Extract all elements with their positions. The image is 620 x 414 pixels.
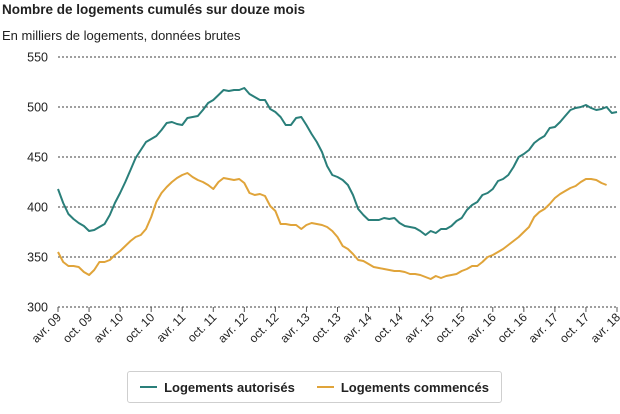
x-tick-label: oct. 16 (495, 310, 531, 346)
x-tick-label: avr. 18 (588, 310, 620, 346)
y-tick-label: 500 (27, 101, 48, 115)
x-tick-label: avr. 13 (277, 310, 313, 346)
x-tick-label: avr. 10 (91, 310, 127, 346)
x-tick-label: oct. 11 (185, 310, 220, 345)
legend-label-autorises: Logements autorisés (164, 379, 295, 395)
legend-label-commences: Logements commencés (340, 379, 489, 395)
y-tick-label: 450 (27, 151, 48, 165)
series-line-autorises (57, 87, 618, 236)
y-tick-label: 300 (27, 301, 48, 315)
x-tick-label: avr. 16 (464, 310, 500, 346)
y-tick-label: 400 (27, 201, 48, 215)
x-tick-label: avr. 12 (215, 310, 251, 346)
x-tick-label: avr. 17 (526, 310, 562, 346)
legend-item-autorises[interactable]: Logements autorisés (140, 380, 295, 395)
series-line-commences (57, 172, 607, 280)
x-tick-label: avr. 14 (339, 310, 375, 346)
x-tick-label: oct. 15 (432, 310, 468, 346)
x-tick-label: oct. 09 (60, 310, 96, 346)
chart-title: Nombre de logements cumulés sur douze mo… (2, 2, 306, 17)
x-tick-label: avr. 11 (154, 310, 189, 345)
x-tick-label: oct. 10 (122, 310, 158, 346)
legend-item-commences[interactable]: Logements commencés (316, 379, 489, 395)
legend: Logements autorisés Logements commencés (127, 371, 502, 403)
y-axis-ticks: 300 350 400 450 500 550 (27, 51, 48, 315)
y-tick-label: 550 (27, 51, 48, 65)
series-lines (57, 87, 618, 280)
x-tick-label: oct. 13 (308, 310, 344, 346)
x-tick-label: avr. 15 (401, 310, 437, 346)
grid-lines (58, 56, 617, 308)
x-tick-label: oct. 12 (246, 310, 282, 346)
x-tick-label: oct. 17 (557, 310, 593, 346)
x-tick-label: avr. 09 (29, 310, 65, 346)
chart-subtitle: En milliers de logements, données brutes (2, 28, 241, 43)
y-tick-label: 350 (27, 251, 48, 265)
legend-swatch-autorises (140, 386, 158, 388)
x-tick-label: oct. 14 (370, 310, 406, 346)
legend-swatch-commences (316, 386, 334, 388)
